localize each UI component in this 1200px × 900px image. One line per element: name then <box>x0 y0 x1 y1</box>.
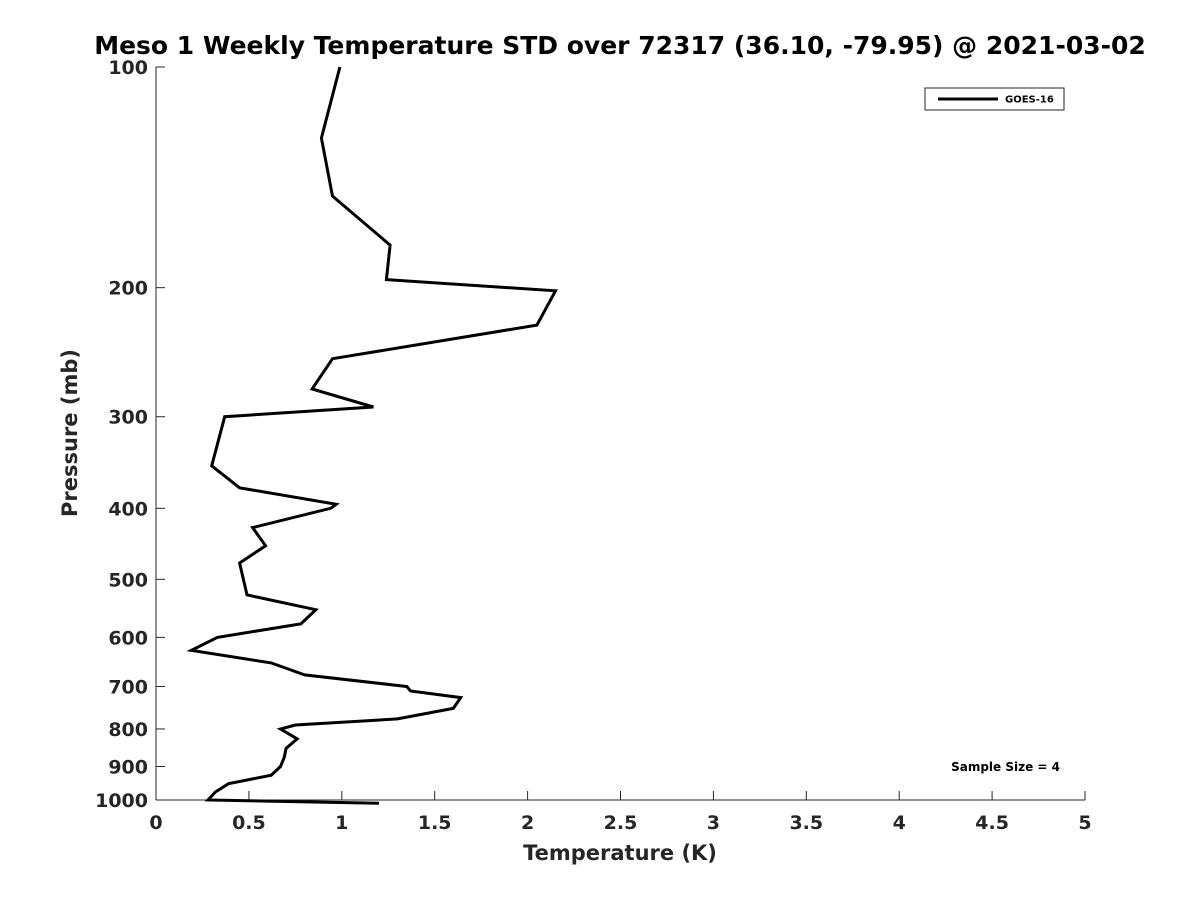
legend-entry-label: GOES-16 <box>1005 95 1054 106</box>
plot-area <box>186 66 558 805</box>
y-tick-label: 500 <box>108 569 148 591</box>
x-tick-label: 4.5 <box>975 812 1009 834</box>
x-tick-label: 0.5 <box>232 812 266 834</box>
y-tick-label: 200 <box>108 278 148 300</box>
axes <box>155 67 1085 801</box>
x-tick-label: 4 <box>893 812 906 834</box>
series-line-goes-16 <box>186 66 558 805</box>
x-tick-label: 0 <box>149 812 162 834</box>
ticks: 0 0.5 1 1.5 2 2.5 3 3.5 4 4.5 5 100 200 300 400 500 600 7… <box>95 57 1092 834</box>
y-axis-label: Pressure (mb) <box>58 349 82 517</box>
y-tick-label: 1000 <box>95 790 148 812</box>
sample-size-annotation: Sample Size = 4 <box>951 760 1060 774</box>
chart-title: Meso 1 Weekly Temperature STD over 72317… <box>94 31 1146 60</box>
y-tick-label: 300 <box>108 407 148 429</box>
x-axis-label: Temperature (K) <box>523 841 717 865</box>
x-tick-label: 2.5 <box>604 812 638 834</box>
y-tick-label: 800 <box>108 719 148 741</box>
y-tick-label: 700 <box>108 676 148 698</box>
y-tick-label: 600 <box>108 627 148 649</box>
y-tick-label: 900 <box>108 756 148 778</box>
x-tick-label: 3 <box>707 812 720 834</box>
x-tick-label: 3.5 <box>789 812 823 834</box>
y-tick-label: 100 <box>108 57 148 79</box>
y-tick-label: 400 <box>108 498 148 520</box>
x-tick-label: 2 <box>521 812 534 834</box>
x-tick-label: 1.5 <box>418 812 452 834</box>
x-tick-label: 5 <box>1078 812 1091 834</box>
x-tick-label: 1 <box>335 812 348 834</box>
legend: GOES-16 <box>924 87 1065 111</box>
